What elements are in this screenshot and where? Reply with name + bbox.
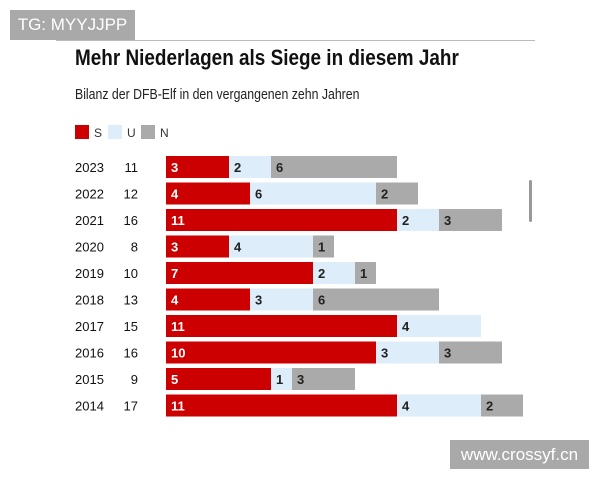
data-label-S: 11 <box>171 213 185 228</box>
total-label: 15 <box>124 319 138 334</box>
bar-N-2019 <box>355 262 376 284</box>
bar-N-2021 <box>439 209 502 231</box>
bar-S-2014 <box>166 394 397 417</box>
data-label-S: 11 <box>171 399 185 414</box>
data-label-U: 3 <box>381 346 388 361</box>
bar-U-2021 <box>397 209 439 231</box>
total-label: 16 <box>124 213 138 228</box>
legend-label-N: N <box>160 126 169 140</box>
bar-N-2018 <box>313 288 439 311</box>
total-label: 12 <box>124 187 138 202</box>
data-label-U: 6 <box>255 187 262 202</box>
bar-S-2023 <box>166 156 229 178</box>
scrollbar[interactable] <box>529 180 532 222</box>
data-label-S: 5 <box>171 372 178 387</box>
total-label: 16 <box>124 346 138 361</box>
data-label-S: 4 <box>171 293 179 308</box>
data-label-S: 11 <box>171 319 185 334</box>
year-label: 2023 <box>75 160 104 175</box>
data-label-N: 6 <box>276 160 283 175</box>
data-label-N: 1 <box>318 240 325 255</box>
total-label: 9 <box>131 372 138 387</box>
data-label-S: 4 <box>171 187 179 202</box>
year-label: 2015 <box>75 372 104 387</box>
bar-U-2015 <box>271 368 292 390</box>
data-label-U: 2 <box>234 160 241 175</box>
total-label: 11 <box>125 160 139 175</box>
bar-U-2018 <box>250 288 313 311</box>
data-label-N: 1 <box>360 266 367 281</box>
bar-U-2014 <box>397 394 481 417</box>
legend-swatch-S <box>75 125 89 139</box>
bar-U-2023 <box>229 156 271 178</box>
legend-swatch-U <box>108 125 122 139</box>
bar-N-2022 <box>376 182 418 205</box>
bar-S-2020 <box>166 235 229 258</box>
data-label-N: 2 <box>486 399 493 414</box>
chart-subtitle: Bilanz der DFB-Elf in den vergangenen ze… <box>75 86 360 103</box>
bar-U-2022 <box>250 182 376 205</box>
bar-U-2019 <box>313 262 355 284</box>
year-label: 2019 <box>75 266 104 281</box>
data-label-N: 3 <box>444 346 451 361</box>
data-label-N: 3 <box>297 372 304 387</box>
watermark-top: TG: MYYJJPP <box>10 10 135 40</box>
divider <box>56 40 535 41</box>
bar-S-2016 <box>166 341 376 364</box>
total-label: 17 <box>124 399 138 414</box>
year-label: 2021 <box>75 213 104 228</box>
year-label: 2014 <box>75 399 104 414</box>
data-label-S: 10 <box>171 346 185 361</box>
data-label-N: 6 <box>318 293 325 308</box>
data-label-S: 7 <box>171 266 178 281</box>
data-label-U: 4 <box>402 399 410 414</box>
legend-label-S: S <box>94 126 102 140</box>
data-label-U: 4 <box>402 319 410 334</box>
bar-S-2019 <box>166 262 313 284</box>
data-label-U: 4 <box>234 240 242 255</box>
data-label-S: 3 <box>171 240 178 255</box>
bar-S-2017 <box>166 315 397 337</box>
bar-U-2016 <box>376 341 439 364</box>
year-label: 2022 <box>75 187 104 202</box>
total-label: 13 <box>124 293 138 308</box>
bar-S-2022 <box>166 182 250 205</box>
bar-S-2015 <box>166 368 271 390</box>
year-label: 2017 <box>75 319 104 334</box>
bar-N-2023 <box>271 156 397 178</box>
total-label: 8 <box>131 240 138 255</box>
data-label-S: 3 <box>171 160 178 175</box>
data-label-U: 3 <box>255 293 262 308</box>
bar-U-2020 <box>229 235 313 258</box>
year-label: 2020 <box>75 240 104 255</box>
bar-S-2021 <box>166 209 397 231</box>
bar-N-2015 <box>292 368 355 390</box>
bar-N-2020 <box>313 235 334 258</box>
total-label: 10 <box>124 266 138 281</box>
year-label: 2018 <box>75 293 104 308</box>
bar-U-2017 <box>397 315 481 337</box>
data-label-N: 2 <box>381 187 388 202</box>
data-label-U: 1 <box>276 372 283 387</box>
data-label-U: 2 <box>402 213 409 228</box>
bar-S-2018 <box>166 288 250 311</box>
data-label-N: 3 <box>444 213 451 228</box>
legend-label-U: U <box>127 126 136 140</box>
watermark-bottom: www.crossyf.cn <box>450 440 589 469</box>
bar-N-2016 <box>439 341 502 364</box>
data-label-U: 2 <box>318 266 325 281</box>
chart-title: Mehr Niederlagen als Siege in diesem Jah… <box>75 45 459 70</box>
bar-N-2014 <box>481 394 523 417</box>
year-label: 2016 <box>75 346 104 361</box>
legend-swatch-N <box>141 125 155 139</box>
